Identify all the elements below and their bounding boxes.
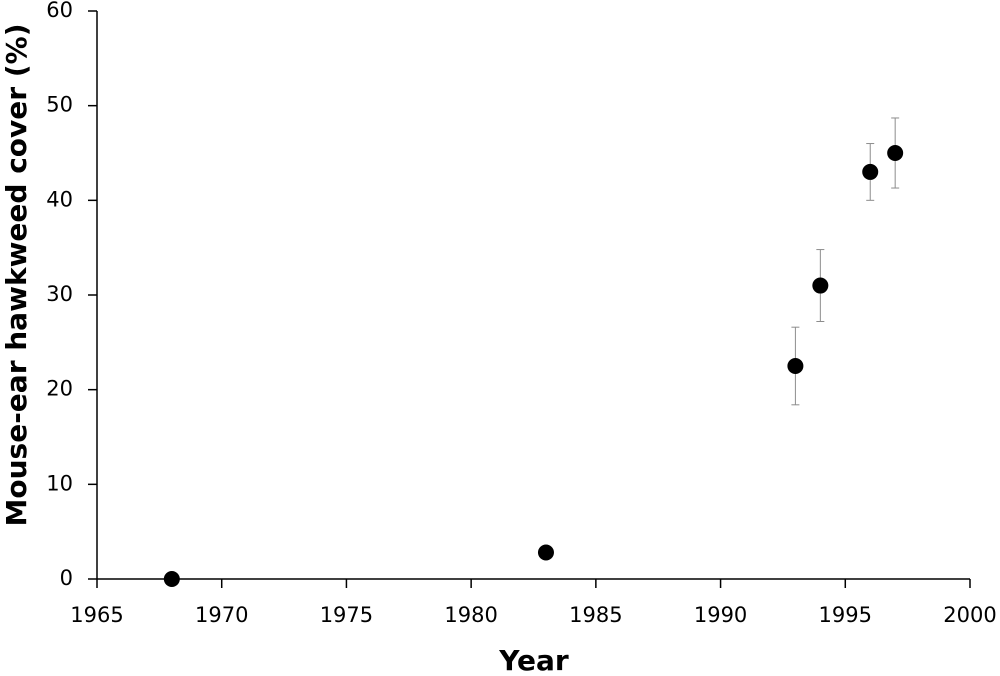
x-tick-label: 1965 [70, 603, 123, 627]
y-tick-label: 0 [60, 566, 73, 590]
y-tick-label: 60 [46, 0, 73, 22]
x-tick-label: 1990 [694, 603, 747, 627]
point [163, 571, 180, 587]
y-tick-label: 40 [46, 187, 73, 211]
y-tick-label: 10 [46, 471, 73, 495]
x-tick-label: 2000 [943, 603, 996, 627]
point [537, 544, 554, 561]
y-tick-label: 50 [46, 93, 73, 117]
y-tick-label: 30 [46, 282, 73, 306]
point [812, 277, 829, 294]
point [887, 145, 904, 161]
x-tick-label: 1985 [569, 603, 622, 627]
x-tick-label: 1975 [320, 603, 373, 627]
y-axis-title: Mouse-ear hawkweed cover (%) [0, 24, 33, 527]
x-axis-title: Year [498, 644, 569, 676]
point [862, 163, 879, 180]
point [787, 358, 804, 374]
x-tick-label: 1970 [195, 603, 248, 627]
x-tick-label: 1995 [819, 603, 872, 627]
x-tick-label: 1980 [444, 603, 497, 627]
y-tick-label: 20 [46, 377, 73, 401]
